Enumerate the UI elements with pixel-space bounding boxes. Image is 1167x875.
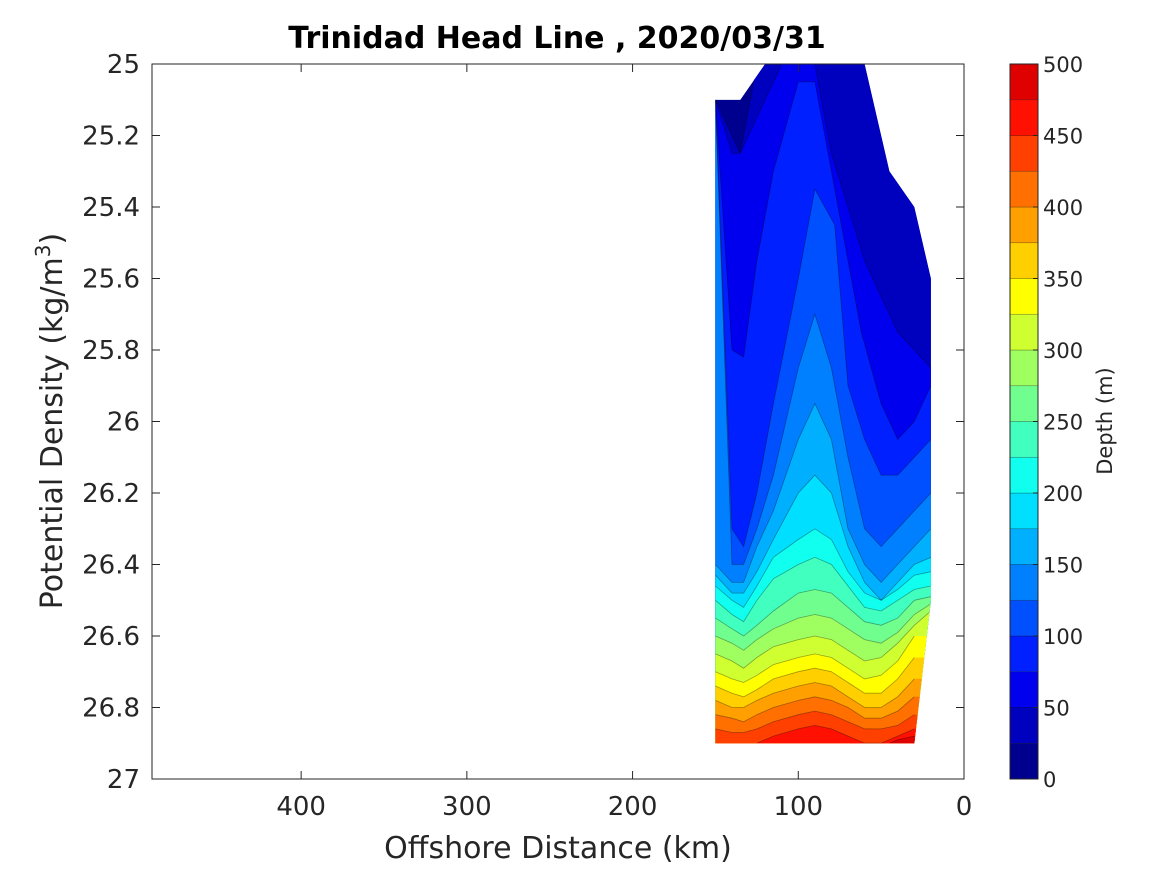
contour-line-75 — [715, 81, 931, 441]
contour-line-50 — [715, 64, 931, 369]
colorbar-band — [1009, 599, 1039, 637]
colorbar-band — [1009, 707, 1039, 744]
colorbar-band — [1009, 528, 1039, 565]
contour-line-325 — [715, 635, 915, 683]
contour-line-475 — [889, 735, 915, 744]
colorbar-tick-label: 250 — [1043, 411, 1083, 435]
axes: 400 300 200 100 0 25 25.2 25.4 25.6 25.8 26 26.2 26.… — [82, 50, 972, 822]
y-tick-label: 26.4 — [82, 551, 140, 581]
colorbar-band — [1009, 313, 1039, 351]
colorbar-tick-label: 400 — [1043, 196, 1083, 220]
y-tick-label: 25.4 — [82, 193, 140, 223]
contour-line-300 — [715, 610, 931, 669]
colorbar-band — [1009, 349, 1039, 387]
colorbar-band — [1009, 671, 1039, 708]
colorbar-band — [1009, 99, 1039, 136]
y-tick-label: 26.8 — [82, 694, 140, 724]
colorbar-tick-label: 150 — [1043, 554, 1083, 578]
y-tick-label: 25.8 — [82, 336, 140, 366]
colorbar-band — [1009, 385, 1039, 422]
y-tick-label: 25 — [107, 50, 140, 80]
x-tick-label: 0 — [956, 792, 973, 822]
contour-line-225 — [715, 556, 931, 623]
x-axis-label: Offshore Distance (km) — [384, 831, 732, 866]
colorbar-band — [1009, 170, 1039, 208]
contour-line-350 — [715, 657, 915, 698]
y-tick-label: 27 — [107, 765, 140, 795]
x-tick-label: 100 — [773, 792, 823, 822]
colorbar-band — [1009, 456, 1039, 494]
contour-line-200 — [715, 528, 931, 608]
colorbar-band — [1009, 492, 1039, 530]
y-axis-label-close: ) — [35, 233, 70, 245]
contour-line-125 — [715, 99, 931, 565]
contour-line-375 — [715, 678, 915, 708]
y-axis-label-main: Potential Density (kg/m — [35, 257, 70, 609]
colorbar-tick-label: 500 — [1043, 53, 1083, 77]
y-tick-label: 26 — [107, 408, 140, 438]
x-tick-label: 300 — [442, 792, 492, 822]
colorbar-tick-label: 350 — [1043, 268, 1083, 292]
y-tick-label: 26.6 — [82, 622, 140, 652]
y-tick-label: 26.2 — [82, 479, 140, 509]
colorbar-tick-label: 100 — [1043, 625, 1083, 649]
y-axis-label: Potential Density (kg/m3) — [31, 233, 70, 609]
colorbar: 0 50 100 150 200 250 300 350 400 450 500 — [1009, 53, 1083, 792]
contour-line-175 — [715, 474, 931, 601]
colorbar-band — [1009, 742, 1039, 780]
contour-line-425 — [715, 710, 915, 733]
colorbar-band — [1009, 421, 1039, 458]
colorbar-band — [1009, 635, 1039, 673]
plot-area — [715, 64, 931, 744]
chart-title: Trinidad Head Line , 2020/03/31 — [288, 21, 825, 56]
colorbar-tick-label: 0 — [1043, 768, 1056, 792]
x-tick-label: 200 — [608, 792, 658, 822]
colorbar-tick-label: 450 — [1043, 125, 1083, 149]
contour-line-275 — [715, 603, 931, 651]
contour-line-100 — [715, 99, 931, 548]
colorbar-band — [1009, 278, 1039, 315]
contour-line-450 — [756, 724, 915, 744]
y-tick-label: 25.2 — [82, 122, 140, 152]
contour-line-250 — [715, 589, 931, 637]
colorbar-tick-label: 200 — [1043, 482, 1083, 506]
colorbar-band — [1009, 135, 1039, 172]
colorbar-band — [1009, 206, 1039, 244]
colorbar-tick-label: 50 — [1043, 697, 1070, 721]
y-axis-label-superscript: 3 — [31, 244, 55, 257]
contour-line-150 — [715, 402, 931, 583]
colorbar-tick-label: 300 — [1043, 339, 1083, 363]
colorbar-label: Depth (m) — [1093, 367, 1117, 474]
contour-lines — [715, 64, 931, 744]
x-tick-label: 400 — [276, 792, 326, 822]
colorbar-band — [1009, 63, 1039, 101]
y-tick-label: 25.6 — [82, 265, 140, 295]
colorbar-band — [1009, 564, 1039, 601]
colorbar-band — [1009, 242, 1039, 279]
contour-fills — [715, 64, 931, 744]
contour-line-400 — [715, 696, 915, 723]
